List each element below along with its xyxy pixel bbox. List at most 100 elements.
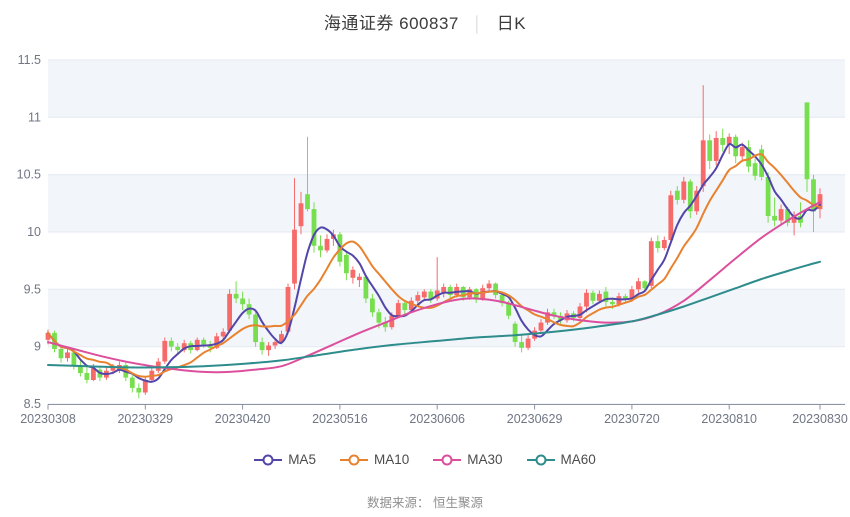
candle bbox=[408, 297, 414, 313]
candle bbox=[603, 287, 609, 307]
candle bbox=[155, 358, 161, 373]
candle bbox=[752, 158, 758, 181]
ma5-line bbox=[47, 142, 821, 383]
candle bbox=[194, 337, 200, 352]
x-axis-label: 20230810 bbox=[701, 412, 757, 426]
candle bbox=[687, 179, 693, 219]
candle bbox=[421, 289, 427, 301]
candle bbox=[382, 316, 388, 332]
kline-chart[interactable]: 20230308 20230329 20230420 20230516 20230606… bbox=[0, 0, 850, 445]
y-axis: 8.5 9 9.5 10 10.5 11 11.5 bbox=[17, 53, 41, 411]
candle bbox=[636, 277, 641, 293]
candle bbox=[441, 283, 447, 298]
candle bbox=[765, 172, 771, 223]
legend-label: MA10 bbox=[373, 452, 410, 467]
candle bbox=[285, 283, 291, 335]
candle bbox=[674, 186, 680, 205]
candle bbox=[65, 349, 70, 362]
candle bbox=[720, 128, 726, 152]
x-axis-label: 20230606 bbox=[409, 412, 465, 426]
candle bbox=[538, 319, 544, 333]
grid-band bbox=[48, 60, 845, 118]
y-axis-label: 9.5 bbox=[24, 282, 41, 296]
candle bbox=[733, 134, 739, 164]
ma30-line bbox=[47, 201, 821, 374]
candle bbox=[428, 289, 434, 304]
candle bbox=[298, 191, 304, 235]
candle bbox=[318, 235, 323, 258]
candle bbox=[311, 202, 317, 253]
y-axis-label: 10 bbox=[27, 225, 41, 239]
candle bbox=[233, 281, 239, 304]
candle bbox=[266, 342, 271, 356]
candle bbox=[778, 204, 784, 226]
legend-item-ma10[interactable]: MA10 bbox=[339, 452, 410, 467]
legend-item-ma5[interactable]: MA5 bbox=[254, 452, 316, 467]
candle bbox=[512, 321, 518, 347]
ma5-legend-marker-icon bbox=[254, 454, 283, 465]
ma30-legend-marker-icon bbox=[433, 454, 462, 465]
candle bbox=[253, 312, 258, 347]
legend-item-ma30[interactable]: MA30 bbox=[433, 452, 503, 467]
candle bbox=[486, 280, 492, 292]
y-axis-label: 9 bbox=[34, 340, 41, 354]
candle bbox=[136, 383, 142, 399]
ma60-legend-marker-icon bbox=[526, 454, 555, 465]
candle bbox=[661, 236, 667, 251]
y-axis-label: 11 bbox=[28, 110, 41, 124]
candle bbox=[142, 376, 148, 395]
candle bbox=[655, 235, 661, 253]
title-separator: │ bbox=[472, 16, 483, 33]
legend-item-ma60[interactable]: MA60 bbox=[526, 452, 596, 467]
x-axis-label: 20230629 bbox=[507, 412, 563, 426]
y-axis-label: 8.5 bbox=[24, 397, 41, 411]
candle bbox=[240, 291, 245, 310]
grid-band bbox=[48, 289, 845, 347]
candle bbox=[519, 335, 524, 353]
x-axis-label: 20230329 bbox=[117, 412, 173, 426]
candle bbox=[597, 290, 602, 304]
candle bbox=[551, 308, 557, 320]
grid-band bbox=[48, 174, 845, 232]
legend-label: MA30 bbox=[467, 452, 503, 467]
candle bbox=[370, 293, 375, 317]
candle bbox=[181, 339, 187, 353]
x-axis-label: 20230516 bbox=[312, 412, 368, 426]
candle bbox=[577, 303, 583, 321]
candle bbox=[305, 136, 310, 212]
chart-legend: MA5 MA10 MA30 MA60 bbox=[0, 452, 850, 467]
candle bbox=[168, 337, 174, 352]
candle bbox=[402, 300, 408, 315]
candle bbox=[447, 284, 453, 299]
ma10-legend-marker-icon bbox=[339, 454, 368, 465]
period-tab-daily[interactable]: 日K bbox=[496, 14, 527, 33]
plot-bands bbox=[48, 60, 845, 347]
x-axis-label: 20230720 bbox=[604, 412, 660, 426]
candle bbox=[811, 174, 816, 232]
y-axis-label: 11.5 bbox=[18, 53, 41, 67]
x-axis: 20230308 20230329 20230420 20230516 20230606… bbox=[20, 404, 848, 426]
candle bbox=[694, 186, 700, 215]
candle bbox=[772, 197, 777, 227]
stock-title: 海通证券 600837 bbox=[323, 14, 459, 33]
candle bbox=[700, 85, 706, 192]
x-axis-label: 20230420 bbox=[215, 412, 271, 426]
candle bbox=[162, 337, 168, 364]
candle bbox=[804, 102, 810, 192]
candle bbox=[739, 142, 745, 161]
candle bbox=[227, 289, 232, 333]
y-axis-label: 10.5 bbox=[17, 168, 41, 182]
candle bbox=[363, 275, 369, 304]
candle bbox=[525, 335, 531, 351]
legend-label: MA5 bbox=[288, 452, 316, 467]
candle bbox=[272, 338, 278, 349]
candle bbox=[545, 308, 550, 325]
legend-label: MA60 bbox=[560, 452, 596, 467]
candle bbox=[350, 266, 356, 284]
candlestick-series bbox=[45, 85, 823, 399]
candle bbox=[681, 177, 687, 204]
data-source-note: 数据来源： 恒生聚源 bbox=[367, 496, 483, 510]
x-axis-label: 20230830 bbox=[792, 412, 848, 426]
candle bbox=[344, 252, 349, 281]
